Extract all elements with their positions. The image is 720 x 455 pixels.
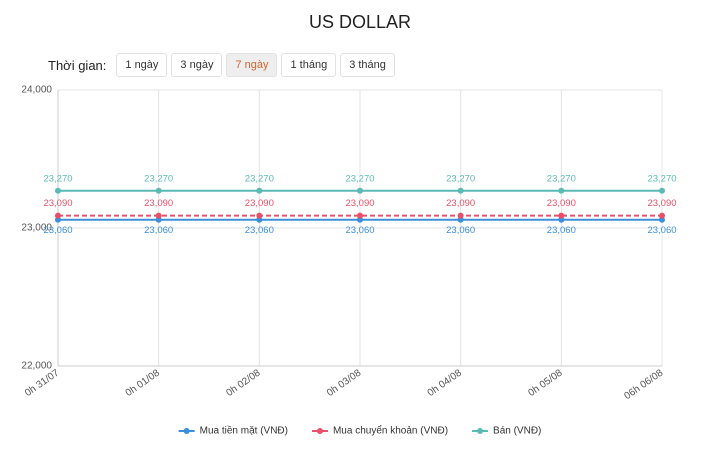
data-label: 23,090 bbox=[245, 198, 274, 209]
x-tick-label: 0h 02/08 bbox=[224, 367, 263, 399]
legend-marker bbox=[316, 428, 323, 434]
legend-text: Mua chuyển khoản (VNĐ) bbox=[333, 425, 448, 437]
legend-item: Mua chuyển khoản (VNĐ) bbox=[311, 425, 448, 437]
data-label: 23,090 bbox=[345, 198, 374, 209]
data-label: 23,060 bbox=[245, 225, 274, 236]
x-tick-label: 0h 01/08 bbox=[124, 367, 163, 399]
legend-text: Mua tiền mặt (VNĐ) bbox=[200, 425, 288, 437]
data-point bbox=[256, 216, 263, 223]
y-tick-label: 23,000 bbox=[21, 223, 52, 234]
data-point bbox=[457, 216, 464, 223]
data-point bbox=[155, 216, 162, 223]
x-tick-label: 0h 04/08 bbox=[426, 367, 465, 399]
data-point bbox=[558, 212, 565, 219]
legend-marker bbox=[477, 428, 484, 434]
data-label: 23,270 bbox=[547, 173, 576, 184]
data-point bbox=[155, 187, 162, 194]
data-label: 23,270 bbox=[446, 173, 475, 184]
data-label: 23,060 bbox=[647, 225, 676, 236]
data-point bbox=[357, 187, 363, 194]
y-tick-label: 24,000 bbox=[21, 85, 52, 96]
data-point bbox=[659, 187, 665, 194]
x-tick-label: 0h 05/08 bbox=[526, 367, 565, 399]
data-label: 23,270 bbox=[245, 173, 274, 184]
data-point bbox=[256, 212, 263, 219]
data-label: 23,090 bbox=[446, 198, 475, 209]
data-point bbox=[55, 212, 61, 219]
x-tick-label: 0h 31/07 bbox=[23, 367, 62, 399]
x-tick-label: 0h 03/08 bbox=[325, 367, 364, 399]
filter-button[interactable]: 3 ngày bbox=[171, 53, 223, 77]
time-filter: Thời gian: 1 ngày 3 ngày 7 ngày 1 tháng … bbox=[48, 53, 395, 77]
data-label: 23,060 bbox=[446, 225, 475, 236]
data-label: 23,090 bbox=[43, 198, 72, 209]
data-point bbox=[659, 212, 665, 219]
data-point bbox=[558, 216, 565, 223]
filter-button[interactable]: 1 ngày bbox=[116, 53, 168, 77]
data-label: 23,090 bbox=[144, 198, 173, 209]
y-tick-label: 22,000 bbox=[21, 361, 52, 372]
data-label: 23,270 bbox=[144, 173, 173, 184]
data-point bbox=[659, 216, 665, 223]
data-point bbox=[256, 187, 263, 194]
data-point bbox=[357, 216, 363, 223]
data-label: 23,060 bbox=[345, 225, 374, 236]
legend-text: Bán (VNĐ) bbox=[493, 426, 541, 437]
filter-button[interactable]: 1 tháng bbox=[281, 53, 337, 77]
data-point bbox=[357, 212, 363, 219]
data-label: 23,060 bbox=[43, 225, 72, 236]
legend-item: Bán (VNĐ) bbox=[472, 426, 541, 437]
filter-button[interactable]: 3 tháng bbox=[340, 53, 395, 77]
data-label: 23,060 bbox=[144, 225, 173, 236]
data-point bbox=[558, 187, 565, 194]
data-point bbox=[457, 187, 464, 194]
filter-button[interactable]: 7 ngày bbox=[226, 53, 278, 77]
data-label: 23,090 bbox=[647, 198, 676, 209]
data-point bbox=[55, 187, 61, 194]
x-tick-label: 06h 06/08 bbox=[622, 367, 665, 402]
data-label: 23,060 bbox=[547, 225, 576, 236]
legend-item: Mua tiền mặt (VNĐ) bbox=[178, 425, 288, 437]
data-point bbox=[457, 212, 464, 219]
filter-label: Thời gian: bbox=[48, 57, 107, 73]
data-label: 23,270 bbox=[345, 173, 374, 184]
chart-title: US DOLLAR bbox=[308, 12, 412, 32]
data-label: 23,090 bbox=[547, 198, 576, 209]
data-point bbox=[55, 216, 61, 223]
data-label: 23,270 bbox=[43, 173, 72, 184]
data-point bbox=[155, 212, 162, 219]
legend-marker bbox=[183, 428, 190, 434]
data-label: 23,270 bbox=[647, 173, 676, 184]
